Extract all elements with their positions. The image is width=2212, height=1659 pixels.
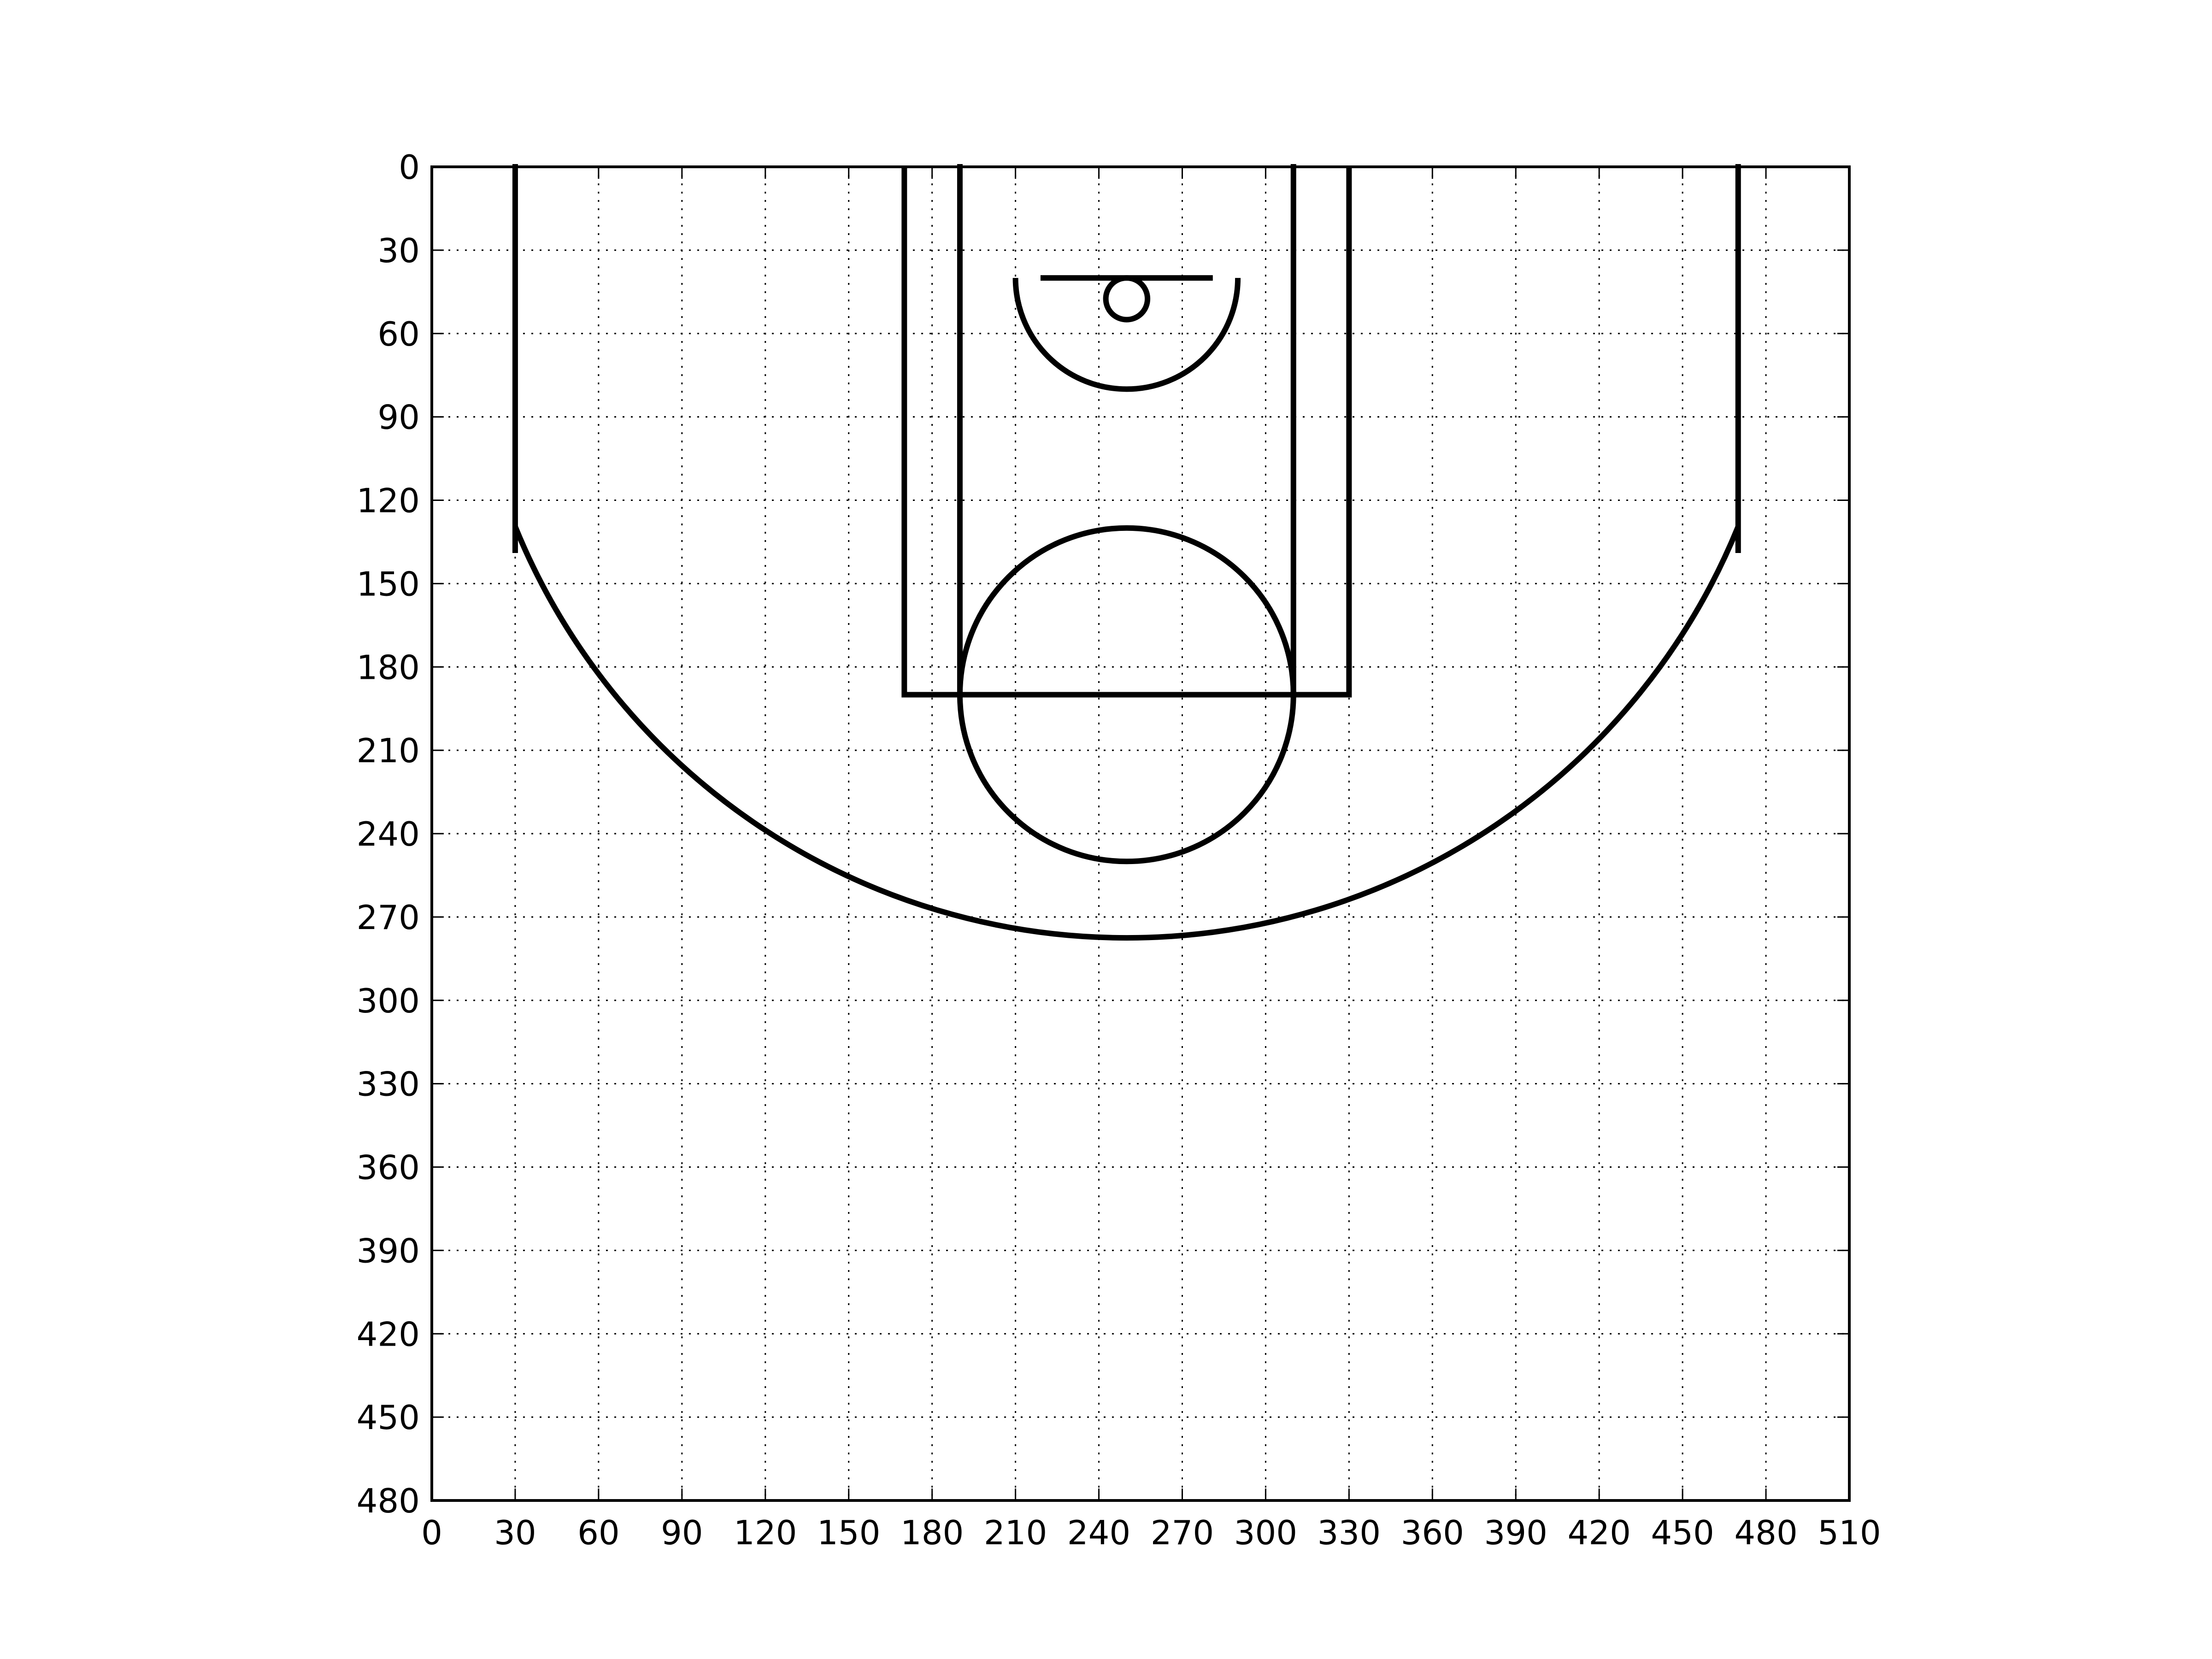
x-tick-label: 360 [1401, 1513, 1464, 1552]
x-tick-label: 390 [1484, 1513, 1547, 1552]
y-tick-label: 480 [357, 1482, 420, 1520]
x-tick-label: 270 [1151, 1513, 1214, 1552]
free-throw-circle [957, 525, 1296, 865]
y-tick-label: 300 [357, 982, 420, 1020]
x-tick-label: 60 [577, 1513, 620, 1552]
y-tick-label: 0 [399, 148, 420, 187]
x-tick-label: 420 [1567, 1513, 1630, 1552]
y-tick-label: 210 [357, 731, 420, 770]
x-tick-label: 150 [817, 1513, 880, 1552]
y-tick-label: 270 [357, 898, 420, 937]
x-tick-label: 0 [421, 1513, 442, 1552]
outer-paint-lines [901, 167, 1352, 698]
court-lines [512, 164, 1741, 941]
x-tick-label: 120 [734, 1513, 797, 1552]
x-tick-label: 330 [1318, 1513, 1381, 1552]
y-tick-label: 60 [377, 315, 420, 353]
y-tick-label: 30 [377, 231, 420, 270]
x-tick-label: 90 [661, 1513, 703, 1552]
y-tick-label: 450 [357, 1398, 420, 1437]
y-tick-label: 360 [357, 1148, 420, 1187]
y-tick-label: 90 [377, 398, 420, 437]
x-tick-label: 510 [1818, 1513, 1881, 1552]
y-tick-label: 120 [357, 482, 420, 520]
x-tick-label: 180 [900, 1513, 964, 1552]
x-tick-label: 300 [1234, 1513, 1297, 1552]
y-tick-label: 240 [357, 815, 420, 853]
y-tick-label: 390 [357, 1231, 420, 1270]
x-tick-label: 450 [1651, 1513, 1714, 1552]
hoop [1103, 275, 1151, 323]
y-tick-label: 150 [357, 565, 420, 603]
restricted-area-arc [1012, 278, 1241, 392]
x-tick-label: 240 [1067, 1513, 1130, 1552]
y-tick-label: 420 [357, 1315, 420, 1353]
x-axis-tick-labels: 0 30 60 90 120 150 180 210 240 270 300 330 360 390 420… [421, 1513, 1881, 1552]
y-axis-tick-labels: 0 30 60 90 120 150 180 210 240 270 300 330 360 390 420… [357, 148, 420, 1520]
three-point-arc [512, 525, 1741, 941]
x-tick-label: 210 [984, 1513, 1047, 1552]
y-tick-label: 180 [357, 648, 420, 687]
x-tick-label: 480 [1734, 1513, 1797, 1552]
y-tick-label: 330 [357, 1065, 420, 1104]
axis-ticks [431, 166, 1850, 1501]
x-tick-label: 30 [494, 1513, 536, 1552]
